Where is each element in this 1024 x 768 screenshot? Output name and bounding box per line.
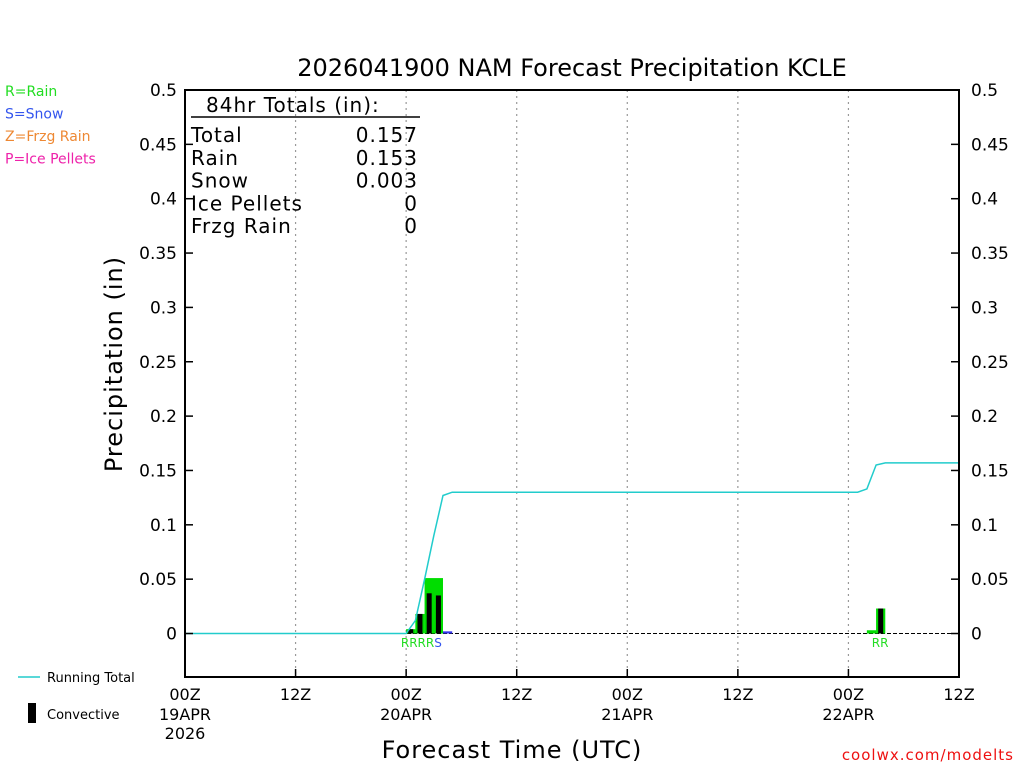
precip-type-labels: RRRRS RR [401,636,889,650]
precip-type-label: RR [872,636,889,650]
totals-label: Rain [191,146,239,170]
y-tick-label-right: 0.45 [971,135,1009,155]
y-tick-label-left: 0.2 [150,407,177,427]
totals-value: 0 [404,191,418,215]
precip-bar [443,631,453,634]
y-tick-label-left: 0.1 [150,516,177,536]
x-tick-label: 00Z [612,685,643,704]
y-tick-label-left: 0.45 [139,135,177,155]
y-tick-label-right: 0.2 [971,407,998,427]
totals-label: Snow [191,169,249,193]
totals-label: Total [190,123,243,147]
x-tick-label: 00Z [390,685,421,704]
x-tick-date: 20APR [380,705,432,724]
x-tick-date: 22APR [822,705,874,724]
y-tick-label-right: 0.05 [971,570,1009,590]
y-tick-label-left: 0.05 [139,570,177,590]
grid-lines [294,90,850,677]
y-tick-label-left: 0 [166,625,177,645]
chart-title: 2026041900 NAM Forecast Precipitation KC… [297,54,847,82]
x-tick-label: 12Z [501,685,532,704]
y-axis-right: 0 0.05 0.1 0.15 0.2 0.25 0.3 0.35 0.4 0.45 0.5 [951,81,1009,645]
precip-type-legend: R=Rain S=Snow Z=Frzg Rain P=Ice Pellets [5,84,96,168]
y-tick-label-right: 0.1 [971,516,998,536]
totals-box: 84hr Totals (in): Total 0.157 Rain 0.153 Sno… [190,93,420,238]
y-tick-label-right: 0 [971,625,982,645]
y-tick-label-left: 0.4 [150,190,177,210]
totals-value: 0.003 [356,169,418,193]
convective-bars [408,593,884,634]
x-tick-label: 12Z [943,685,974,704]
x-tick-year: 2026 [165,724,206,743]
type-legend-entry: Z=Frzg Rain [5,129,91,145]
y-tick-label-left: 0.5 [150,81,177,101]
totals-value: 0.153 [356,146,418,170]
y-tick-label-right: 0.5 [971,81,998,101]
convective-bar [417,613,423,634]
totals-value: 0 [404,214,418,238]
x-tick-label: 00Z [169,685,200,704]
running-total-polyline [185,462,959,635]
convective-bar [426,593,432,634]
y-tick-label-left: 0.15 [139,461,177,481]
y-tick-label-right: 0.4 [971,190,998,210]
x-tick-date: 21APR [601,705,653,724]
convective-legend-text: Convective [47,708,120,723]
y-tick-label-right: 0.15 [971,461,1009,481]
y-tick-label-right: 0.25 [971,353,1009,373]
type-legend-entry: R=Rain [5,84,57,100]
y-axis-label: Precipitation (in) [100,256,128,472]
plot-frame [184,89,960,678]
x-tick-label: 12Z [280,685,311,704]
totals-label: Frzg Rain [191,214,292,238]
type-legend-entry: S=Snow [5,107,63,123]
y-tick-label-left: 0.35 [139,244,177,264]
x-tick-label: 12Z [722,685,753,704]
y-tick-label-right: 0.35 [971,244,1009,264]
x-axis-label: Forecast Time (UTC) [382,736,643,764]
totals-label: Ice Pellets [191,191,303,215]
y-tick-label-left: 0.25 [139,353,177,373]
type-legend-entry: P=Ice Pellets [5,152,96,168]
totals-header: 84hr Totals (in): [206,93,380,117]
convective-bar [435,595,441,634]
totals-value: 0.157 [356,123,418,147]
precip-bar [866,630,877,634]
precip-type-label: RRRRS [401,636,442,650]
y-axis-left: 0 0.05 0.1 0.15 0.2 0.25 0.3 0.35 0.4 0.45 0.5 [139,81,193,645]
convective-legend-swatch [28,703,36,723]
running-total-line [185,462,959,635]
convective-bar [878,608,884,634]
bottom-legend: Running Total Convective [18,671,135,723]
x-tick-date: 19APR [159,705,211,724]
credit-text: coolwx.com/modelts [842,746,1014,764]
convective-bar [408,629,414,634]
y-tick-label-left: 0.3 [150,298,177,318]
y-tick-label-right: 0.3 [971,298,998,318]
running-total-legend-text: Running Total [47,671,135,686]
x-tick-label: 00Z [833,685,864,704]
